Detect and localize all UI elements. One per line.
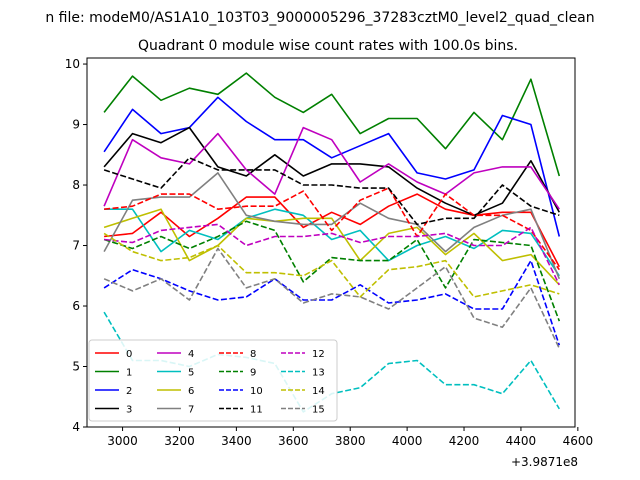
x-tick-label-4600: 4600 [563, 434, 594, 448]
legend-label-7: 7 [188, 405, 194, 416]
legend-label-1: 1 [126, 368, 132, 379]
x-axis-offset-label: +3.9871e8 [511, 455, 578, 469]
series-line-9 [103, 220, 561, 322]
legend-label-14: 14 [312, 386, 325, 397]
chart-title: Quadrant 0 module wise count rates with … [138, 38, 518, 54]
legend-label-9: 9 [250, 368, 256, 379]
legend-label-13: 13 [312, 368, 325, 379]
axes: 3000 3200 3400 3600 3800 4000 4200 4400 4600 4 5 6 7… [65, 57, 593, 448]
legend-label-0: 0 [126, 349, 132, 360]
y-tick-label-4: 4 [72, 420, 80, 434]
x-tick-label-3800: 3800 [335, 434, 366, 448]
series-line-3 [103, 126, 561, 217]
legend-label-10: 10 [250, 386, 263, 397]
figure-title: n file: modeM0/AS1A10_103T03_9000005296_… [45, 10, 594, 26]
series-line-2 [103, 96, 561, 237]
legend-box [88, 339, 338, 422]
y-tick-label-7: 7 [72, 239, 80, 253]
y-tick-label-5: 5 [72, 360, 80, 374]
x-tick-label-3600: 3600 [278, 434, 309, 448]
y-tick-label-9: 9 [72, 118, 80, 132]
series-line-11 [103, 157, 560, 226]
series-line-8 [104, 187, 560, 271]
series-line-15 [103, 247, 561, 349]
legend-label-5: 5 [188, 368, 194, 379]
y-tick-label-6: 6 [72, 299, 80, 313]
legend-label-15: 15 [312, 405, 325, 416]
series-line-7 [103, 172, 561, 280]
legend-label-8: 8 [250, 349, 256, 360]
x-tick-label-3000: 3000 [107, 434, 138, 448]
series-line-12 [104, 223, 561, 286]
legend-label-4: 4 [188, 349, 194, 360]
x-tick-label-3200: 3200 [164, 434, 195, 448]
x-tick-label-4400: 4400 [506, 434, 537, 448]
series-line-14 [103, 232, 560, 298]
series-line-1 [103, 72, 561, 177]
y-tick-label-10: 10 [65, 57, 80, 71]
plot-area [103, 72, 561, 413]
legend-label-3: 3 [126, 405, 132, 416]
series-line-6 [103, 208, 560, 286]
x-tick-label-4000: 4000 [392, 434, 423, 448]
x-tick-label-3400: 3400 [221, 434, 252, 448]
series-line-10 [103, 259, 561, 346]
y-tick-label-8: 8 [72, 178, 80, 192]
axes-frame [86, 57, 576, 428]
legend-label-11: 11 [250, 405, 263, 416]
series-line-4 [103, 126, 560, 210]
legend-label-6: 6 [188, 386, 194, 397]
legend-label-2: 2 [126, 386, 132, 397]
legend-label-12: 12 [312, 349, 325, 360]
x-tick-label-4200: 4200 [449, 434, 480, 448]
